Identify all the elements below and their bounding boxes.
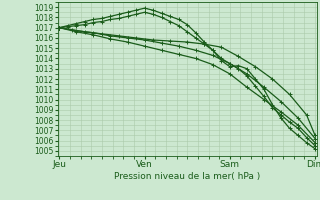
X-axis label: Pression niveau de la mer( hPa ): Pression niveau de la mer( hPa ) xyxy=(114,172,260,181)
